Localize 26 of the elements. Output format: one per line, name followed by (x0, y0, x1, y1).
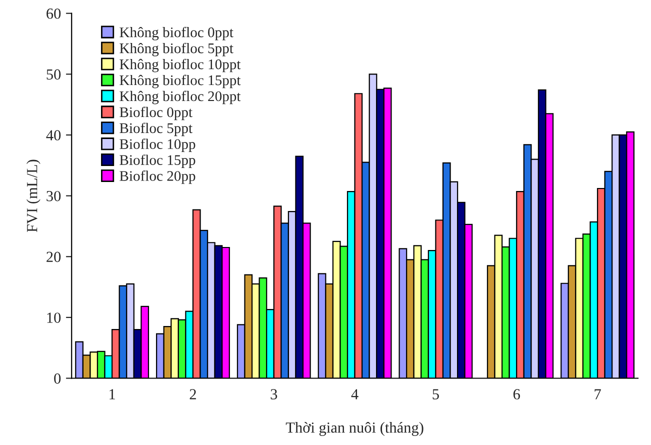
y-tick-label: 10 (47, 312, 61, 323)
legend-label: Không biofloc 0ppt (120, 26, 234, 40)
x-tick-label: 5 (432, 389, 439, 400)
x-tick-label: 2 (190, 389, 196, 400)
y-tick-label: 60 (46, 8, 61, 19)
y-tick-label: 40 (46, 130, 61, 140)
x-axis-title: Thời gian nuôi (tháng) (286, 422, 424, 436)
y-tick-label: 0 (54, 373, 61, 384)
legend-label: Không biofloc 15ppt (120, 74, 241, 88)
legend-label: Biofloc 5ppt (120, 122, 192, 136)
y-tick-label: 20 (46, 252, 61, 262)
x-tick-label: 4 (351, 389, 358, 400)
legend-label: Không biofloc 5ppt (120, 42, 234, 56)
y-axis-title: FVI (mL/L) (26, 160, 40, 232)
x-tick-label: 6 (513, 389, 520, 400)
legend-label: Không biofloc 10ppt (120, 58, 241, 72)
legend-label: Biofloc 15pp (120, 154, 196, 168)
y-tick-label: 30 (46, 190, 61, 202)
legend-label: Biofloc 0ppt (120, 106, 192, 120)
y-tick-label: 50 (46, 69, 61, 80)
x-tick-label: 3 (270, 389, 278, 400)
x-tick-label: 1 (110, 389, 115, 400)
x-tick-label: 7 (594, 389, 601, 400)
legend-label: Biofloc 10pp (120, 138, 196, 152)
legend-label: Biofloc 20pp (120, 170, 196, 184)
legend-label: Không biofloc 20ppt (120, 90, 241, 104)
